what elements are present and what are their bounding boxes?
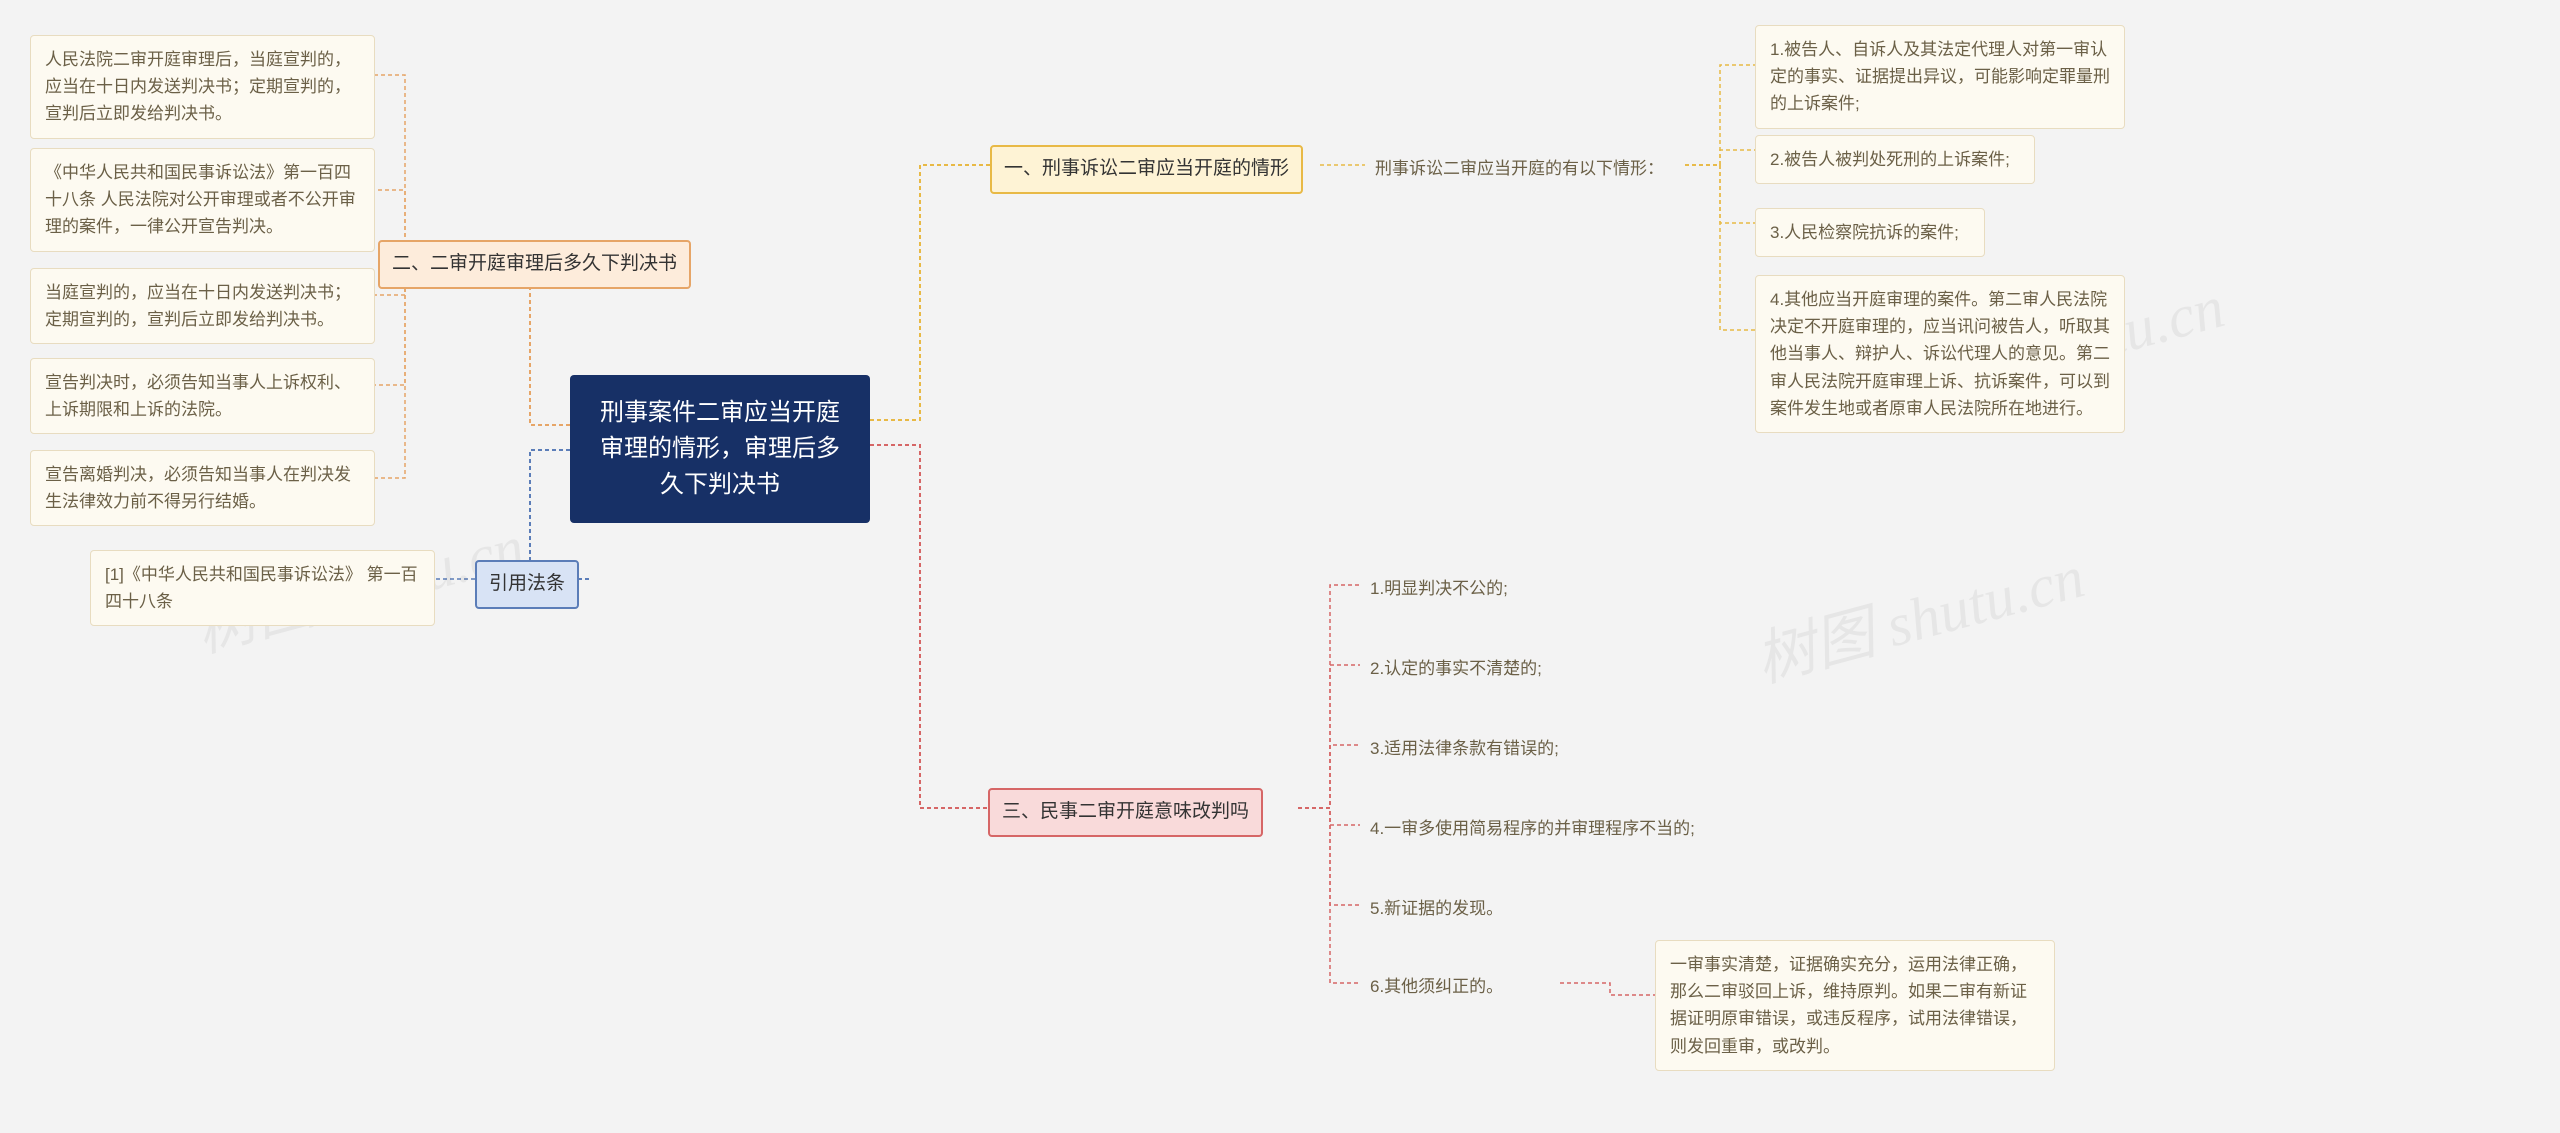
branch-2-item-1: 人民法院二审开庭审理后，当庭宣判的，应当在十日内发送判决书；定期宣判的，宣判后立… (30, 35, 375, 139)
branch-3-item-2: 2.认定的事实不清楚的; (1360, 650, 1552, 687)
branch-1-title[interactable]: 一、刑事诉讼二审应当开庭的情形 (990, 145, 1303, 194)
branch-1-sub: 刑事诉讼二审应当开庭的有以下情形： (1365, 150, 1674, 187)
branch-1-item-4: 4.其他应当开庭审理的案件。第二审人民法院决定不开庭审理的，应当讯问被告人，听取… (1755, 275, 2125, 433)
branch-4-item-1: [1]《中华人民共和国民事诉讼法》 第一百四十八条 (90, 550, 435, 626)
branch-3-item-4: 4.一审多使用简易程序的并审理程序不当的; (1360, 810, 1705, 847)
branch-1-item-1: 1.被告人、自诉人及其法定代理人对第一审认定的事实、证据提出异议，可能影响定罪量… (1755, 25, 2125, 129)
branch-4-title[interactable]: 引用法条 (475, 560, 579, 609)
branch-2-item-5: 宣告离婚判决，必须告知当事人在判决发生法律效力前不得另行结婚。 (30, 450, 375, 526)
watermark-3: 树图 shutu.cn (1744, 528, 2092, 699)
branch-1-item-2: 2.被告人被判处死刑的上诉案件; (1755, 135, 2035, 184)
branch-1-item-3: 3.人民检察院抗诉的案件; (1755, 208, 1985, 257)
branch-3-sub-item: 一审事实清楚，证据确实充分，运用法律正确，那么二审驳回上诉，维持原判。如果二审有… (1655, 940, 2055, 1071)
branch-3-item-6: 6.其他须纠正的。 (1360, 968, 1513, 1005)
branch-2-title[interactable]: 二、二审开庭审理后多久下判决书 (378, 240, 691, 289)
branch-3-item-3: 3.适用法律条款有错误的; (1360, 730, 1569, 767)
branch-3-title[interactable]: 三、民事二审开庭意味改判吗 (988, 788, 1263, 837)
branch-2-item-2: 《中华人民共和国民事诉讼法》第一百四十八条 人民法院对公开审理或者不公开审理的案… (30, 148, 375, 252)
branch-3-item-1: 1.明显判决不公的; (1360, 570, 1518, 607)
branch-3-item-5: 5.新证据的发现。 (1360, 890, 1513, 927)
branch-2-item-4: 宣告判决时，必须告知当事人上诉权利、上诉期限和上诉的法院。 (30, 358, 375, 434)
central-topic[interactable]: 刑事案件二审应当开庭审理的情形，审理后多久下判决书 (570, 375, 870, 523)
branch-2-item-3: 当庭宣判的，应当在十日内发送判决书；定期宣判的，宣判后立即发给判决书。 (30, 268, 375, 344)
